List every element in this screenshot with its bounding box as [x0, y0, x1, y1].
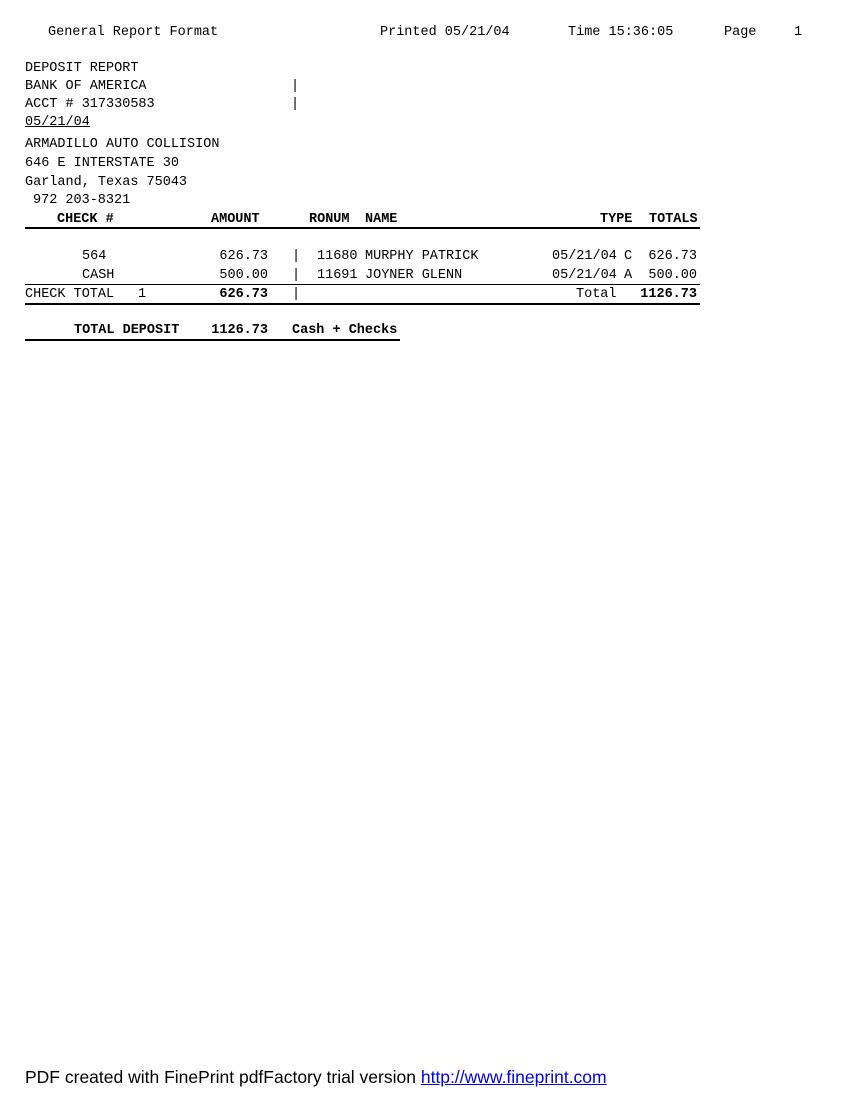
deposit-total-amount: 1126.73	[211, 323, 268, 338]
col-header-amount: AMOUNT	[211, 212, 260, 227]
col-header-name: NAME	[365, 212, 398, 227]
cell-separator: |	[292, 249, 301, 264]
cell-type: A	[624, 268, 633, 283]
cell-total: 500.00	[648, 268, 697, 283]
cell-amount: 626.73	[219, 249, 268, 264]
deposit-total-note: Cash + Checks	[292, 323, 398, 338]
cell-total: 626.73	[648, 249, 697, 264]
check-total-amount: 626.73	[219, 287, 268, 302]
cell-date: 05/21/04	[552, 268, 617, 283]
cell-type: C	[624, 249, 633, 264]
company-phone: 972 203-8321	[33, 193, 131, 208]
print-time: Time 15:36:05	[568, 25, 674, 40]
cell-separator: |	[292, 287, 301, 302]
cell-ronum: 11691	[317, 268, 358, 283]
check-total-rule-bottom	[25, 303, 700, 305]
account-number: ACCT # 317330583	[25, 97, 155, 112]
company-street: 646 E INTERSTATE 30	[25, 156, 179, 171]
col-header-totals: TOTALS	[649, 212, 698, 227]
cell-check-no: CASH	[82, 268, 115, 283]
page-title: General Report Format	[48, 25, 219, 40]
printed-date: Printed 05/21/04	[380, 25, 510, 40]
page-label: Page	[724, 25, 757, 40]
check-total-label: CHECK TOTAL	[25, 287, 115, 302]
cell-ronum: 11680	[317, 249, 358, 264]
footer: PDF created with FinePrint pdfFactory tr…	[25, 1067, 607, 1088]
page-number: 1	[794, 25, 803, 40]
company-name: ARMADILLO AUTO COLLISION	[25, 137, 220, 152]
col-header-type: TYPE	[600, 212, 633, 227]
col-header-check-no: CHECK #	[57, 212, 114, 227]
cell-date: 05/21/04	[552, 249, 617, 264]
footer-text: PDF created with FinePrint pdfFactory tr…	[25, 1067, 421, 1087]
grand-total-value: 1126.73	[640, 287, 697, 302]
cell-name: MURPHY PATRICK	[365, 249, 479, 264]
deposit-total-label: TOTAL DEPOSIT	[74, 323, 180, 338]
report-title: DEPOSIT REPORT	[25, 61, 139, 76]
cell-name: JOYNER GLENN	[365, 268, 463, 283]
cell-amount: 500.00	[219, 268, 268, 283]
grand-total-label: Total	[576, 287, 617, 302]
check-total-rule-top	[25, 284, 700, 285]
col-header-ronum: RONUM	[309, 212, 350, 227]
fineprint-link[interactable]: http://www.fineprint.com	[420, 1067, 607, 1087]
separator-bar: |	[291, 97, 300, 112]
cell-separator: |	[292, 268, 301, 283]
deposit-total-rule	[25, 339, 400, 341]
company-city: Garland, Texas 75043	[25, 175, 188, 190]
bank-name: BANK OF AMERICA	[25, 79, 147, 94]
header-rule	[25, 227, 700, 229]
cell-check-no: 564	[82, 249, 107, 264]
separator-bar: |	[291, 79, 300, 94]
report-date: 05/21/04	[25, 115, 90, 130]
check-total-count: 1	[138, 287, 147, 302]
